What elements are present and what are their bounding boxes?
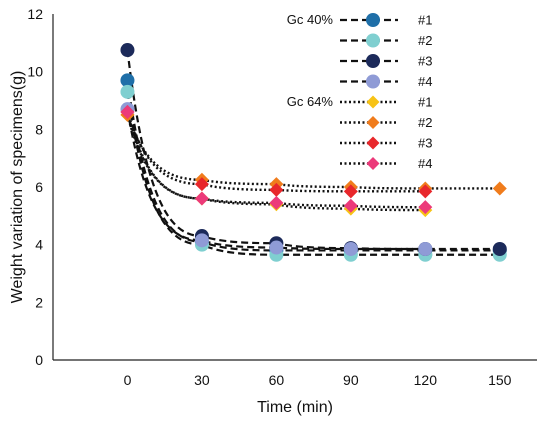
legend-label-g1-s0: #1 [418,95,432,110]
legend-group-label-1: Gc 64% [287,94,334,109]
data-point-g0-s3-2 [269,240,284,255]
x-tick-label-3: 90 [343,372,359,388]
legend-label-g0-s2: #3 [418,54,432,69]
x-tick-label-5: 150 [488,372,512,388]
x-tick-label-4: 120 [414,372,438,388]
x-tick-label-0: 0 [124,372,132,388]
data-point-g1-s2-3 [343,184,358,199]
y-tick-label-2: 4 [35,237,43,253]
data-point-g1-s2-2 [269,182,284,197]
legend-marker-g1-s2 [366,136,380,150]
data-point-g1-s3-1 [194,191,209,206]
y-tick-label-6: 12 [27,6,43,22]
legend-marker-g1-s1 [366,116,380,129]
data-point-g1-s2-4 [418,184,433,199]
legend-label-g0-s0: #1 [418,13,432,28]
x-tick-label-2: 60 [269,372,285,388]
data-point-g0-s3-4 [418,241,433,256]
data-point-g1-s2-1 [194,177,209,192]
data-points [120,43,507,262]
trend-line-g1-s1 [126,114,500,190]
legend-group-label-0: Gc 40% [287,12,334,27]
data-point-g0-s3-1 [194,233,209,248]
data-point-g0-s2-0 [120,43,135,58]
y-axis-title: Weight variation of specimens(g) [9,71,26,304]
legend-marker-g0-s3 [366,74,380,89]
y-tick-label-5: 10 [27,64,43,80]
y-tick-label-1: 2 [35,294,43,310]
legend-marker-g0-s1 [366,33,380,48]
legend-label-g1-s2: #3 [418,136,432,151]
data-point-g1-s3-0 [120,105,135,120]
legend-marker-g0-s2 [366,54,380,68]
legend-marker-g0-s0 [366,13,380,27]
x-axis-title: Time (min) [257,399,333,416]
legend-label-g0-s3: #4 [418,74,432,89]
trend-lines [126,49,500,256]
legend-label-g0-s1: #2 [418,33,432,48]
y-tick-label-4: 8 [35,121,43,137]
data-point-g1-s3-2 [269,195,284,210]
y-tick-label-3: 6 [35,179,43,195]
legend-label-g1-s3: #4 [418,156,432,171]
legend-label-g1-s1: #2 [418,115,432,130]
data-point-g1-s3-3 [343,198,358,213]
x-tick-label-1: 30 [194,372,210,388]
trend-line-g0-s3 [126,108,426,251]
data-point-g0-s1-0 [120,84,135,99]
trend-line-g0-s0 [126,80,500,252]
tick-labels: 0 30 60 90 120 150 0 2 4 6 8 10 12 [27,6,511,388]
legend-marker-g1-s0 [366,95,380,109]
axes [52,14,537,361]
y-tick-label-0: 0 [35,352,43,368]
trend-line-g0-s2 [126,49,500,251]
data-point-g0-s2-5 [492,241,507,256]
data-point-g1-s1-5 [492,181,507,196]
legend-marker-g1-s3 [366,157,380,170]
data-point-g1-s3-4 [418,200,433,215]
data-point-g0-s0-0 [120,73,135,88]
data-point-g0-s3-3 [343,241,358,256]
legend: Gc 40% #1 #2 #3 #4 Gc 64% #1 #2 #3 #4 [287,12,433,171]
